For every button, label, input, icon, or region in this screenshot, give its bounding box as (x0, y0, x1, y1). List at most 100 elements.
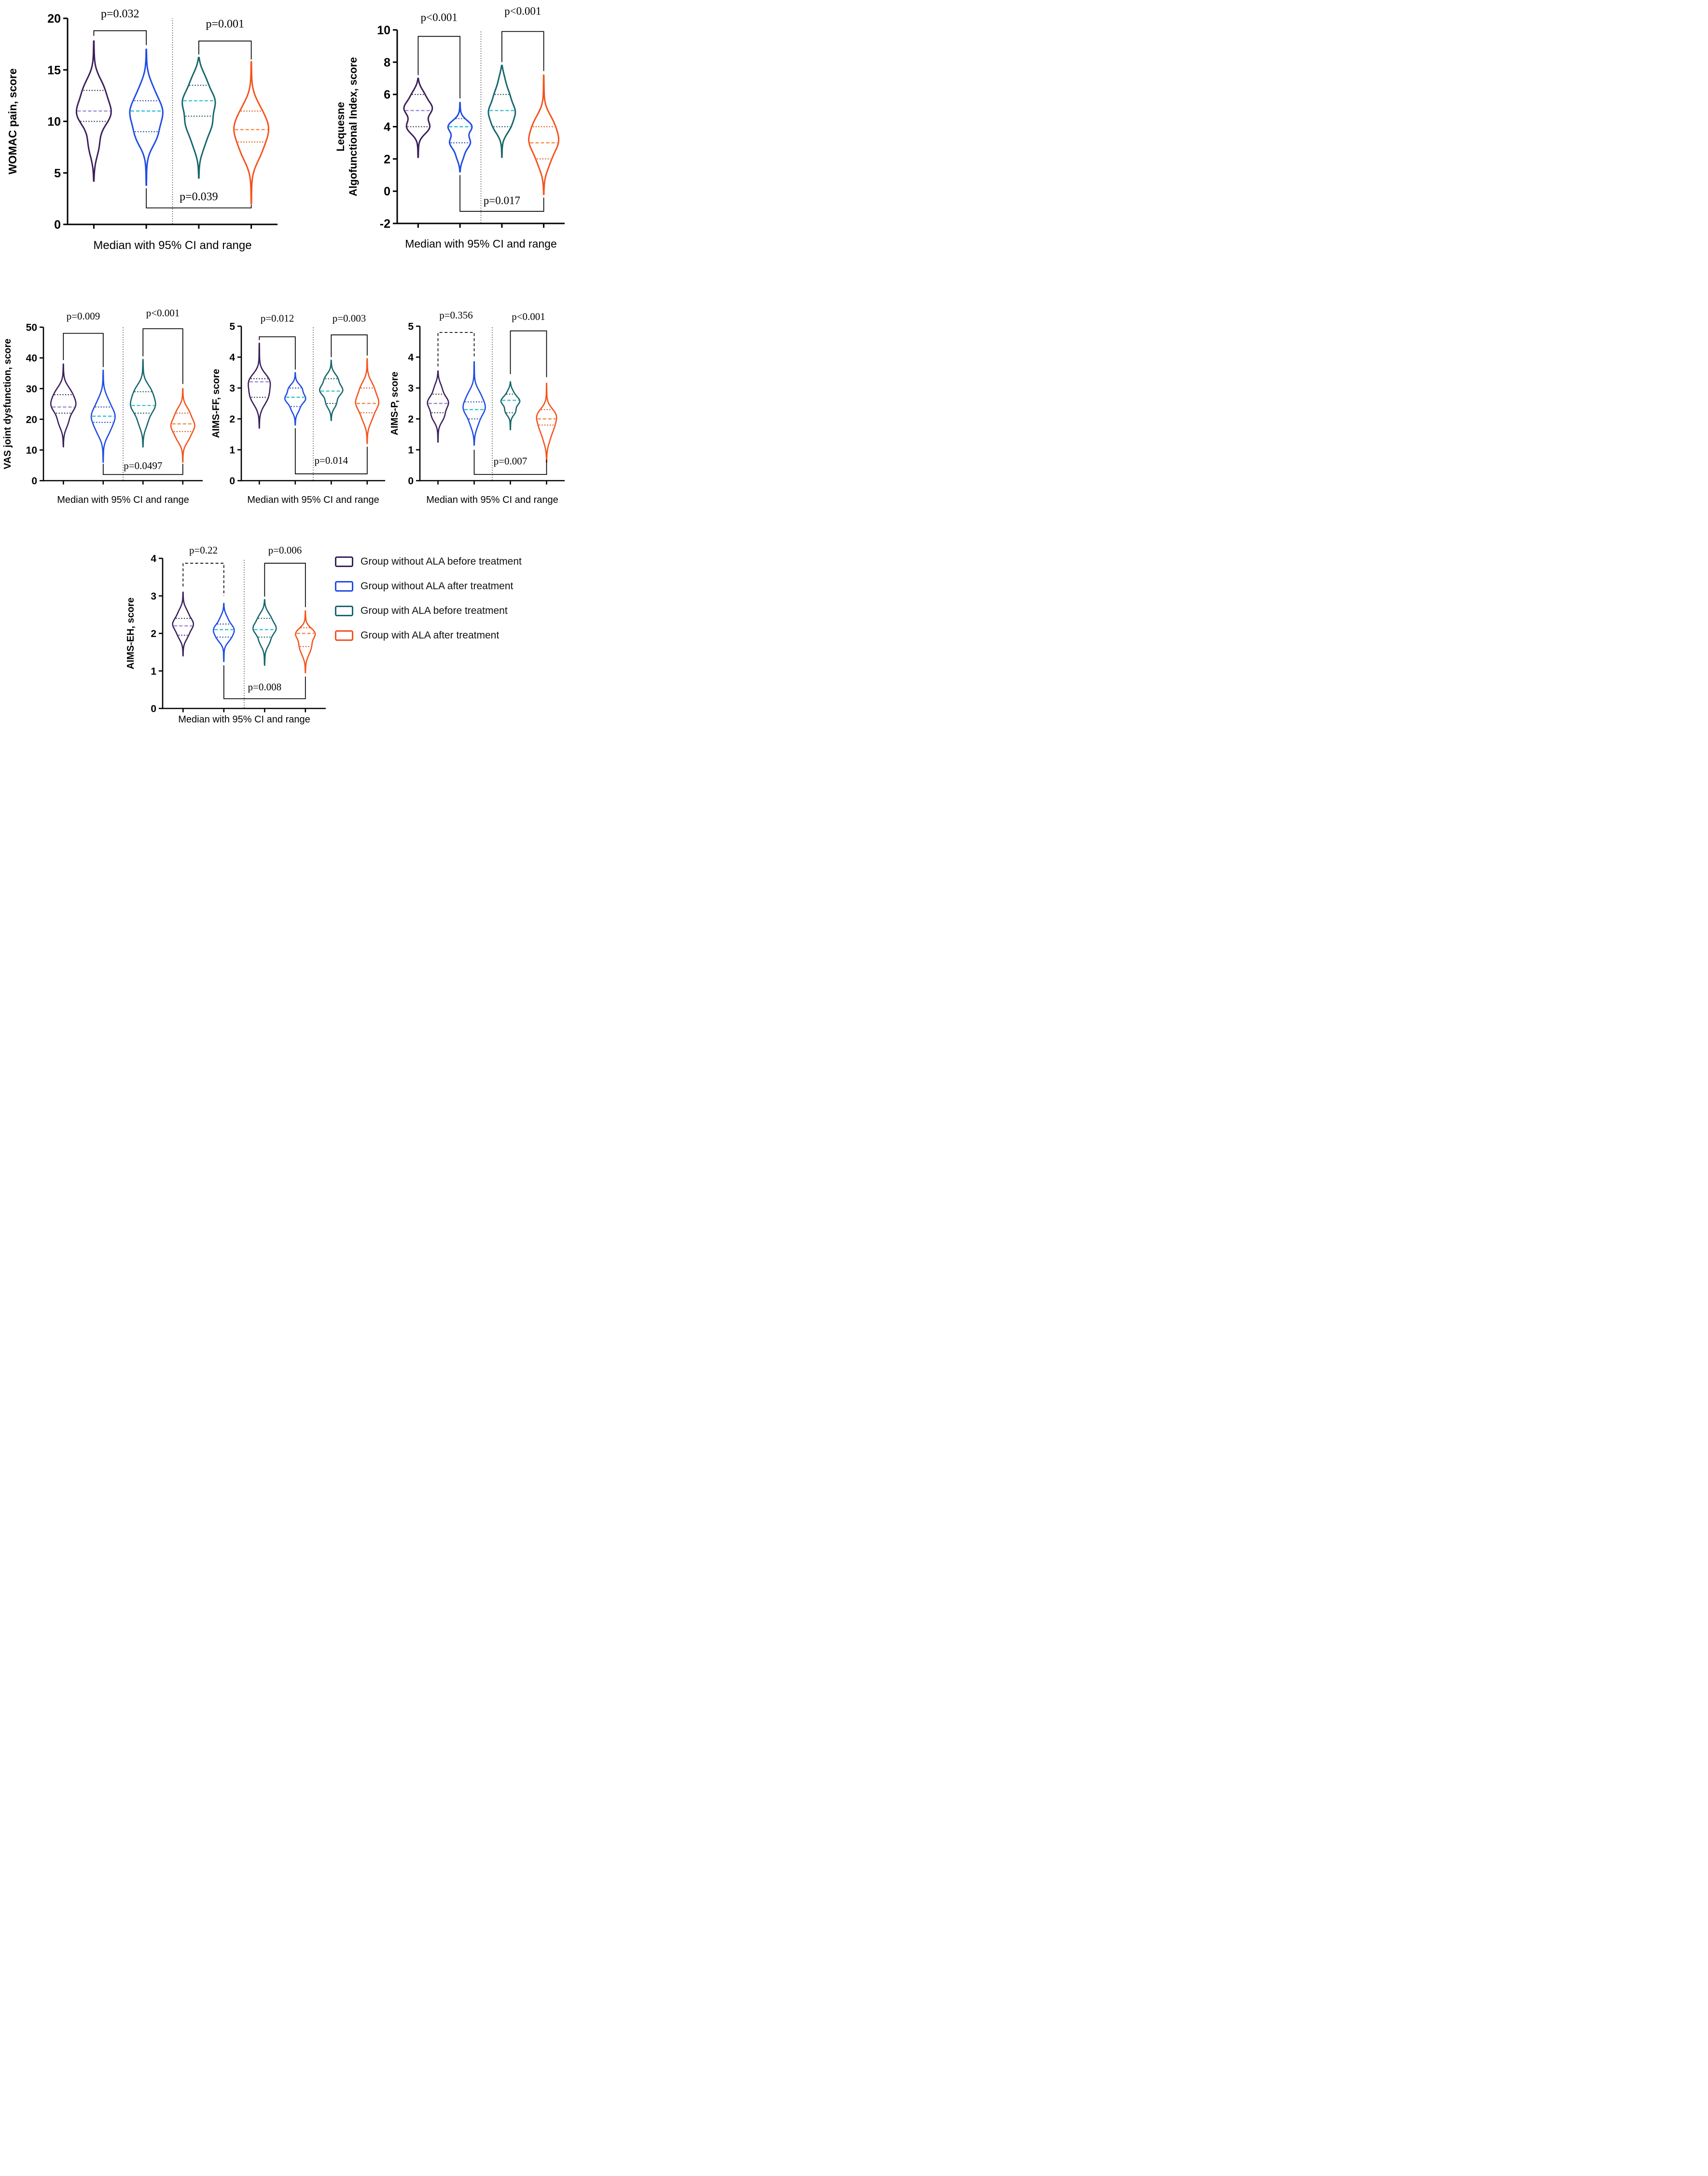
x-axis (67, 223, 278, 229)
violin-with-ala-after (233, 61, 270, 205)
p-value-label: p=0.032 (101, 8, 139, 20)
violin-with-ala-before (319, 360, 344, 421)
x-axis (42, 480, 203, 485)
p-value-label: p=0.039 (180, 191, 218, 203)
y-tick-label: 5 (54, 166, 61, 180)
y-tick-label: 2 (151, 628, 156, 639)
y-tick-label: 40 (26, 353, 37, 364)
y-tick-label: 10 (26, 445, 37, 456)
violin-figure-panel: p=0.032 p=0.001 p=0.039 0 5 10 15 20 Median with… (0, 0, 569, 725)
bottom-significance-bracket (459, 175, 544, 212)
y-tick-label: 5 (229, 321, 235, 333)
x-axis-label: Median with 95% CI and range (405, 237, 557, 250)
x-axis-label: Median with 95% CI and range (57, 495, 189, 505)
y-axis-title: AIMS-EH, score (125, 597, 136, 669)
p-value-label: p=0.007 (494, 456, 528, 467)
bottom-significance-bracket (473, 450, 547, 475)
p-value-label: p=0.014 (315, 455, 348, 466)
significance-bracket (142, 328, 183, 384)
significance-bracket (331, 334, 368, 357)
violin-without-ala-before (427, 370, 449, 443)
y-tick-label: 0 (408, 476, 414, 487)
significance-bracket (63, 333, 104, 367)
y-tick-label: 6 (384, 88, 390, 102)
violin-with-ala-before (487, 65, 516, 158)
aims-p-plot: p=0.356 p<0.001 p=0.007 0 1 2 3 4 5 Median with 9… (390, 309, 565, 505)
x-axis (162, 707, 326, 712)
y-tick-label: 0 (54, 218, 61, 232)
violin-without-ala-after (447, 101, 473, 173)
violin-without-ala-after (129, 48, 164, 186)
y-tick-label: 10 (377, 24, 390, 37)
y-axis-title: VAS joint dysfunction, score (2, 339, 13, 470)
chart-lequesne-index: p<0.001 p<0.001 p=0.017 -2 0 2 4 6 8 10 Median wit… (333, 0, 569, 268)
y-tick-label: 2 (229, 414, 235, 425)
violin-with-ala-before (181, 56, 216, 179)
chart-aims-ff: p=0.012 p=0.003 p=0.014 0 1 2 3 4 5 Median with 9… (211, 288, 390, 510)
significance-bracket (93, 30, 147, 45)
significance-bracket (259, 336, 296, 370)
y-axis-title: AIMS-P, score (390, 372, 400, 435)
significance-bracket (417, 36, 460, 98)
bottom-significance-bracket (102, 464, 183, 475)
y-tick-label: 0 (384, 185, 390, 198)
legend-swatch-without-ala-before (335, 556, 353, 567)
significance-bracket (264, 563, 306, 608)
y-tick-label: 15 (47, 64, 61, 77)
violin-with-ala-before (252, 599, 277, 666)
violin-with-ala-after (170, 388, 195, 463)
violin-with-ala-after (295, 610, 316, 674)
y-tick-label: -2 (380, 217, 390, 231)
x-axis-label: Median with 95% CI and range (178, 714, 310, 725)
y-tick-label: 0 (31, 476, 37, 487)
legend-label: Group without ALA after treatment (361, 581, 514, 592)
violin-with-ala-before (500, 381, 521, 430)
y-axis-title: LequesneAlgofunctional Index, score (334, 57, 359, 196)
p-value-label: p=0.003 (333, 312, 366, 324)
legend: Group without ALA before treatment Group… (335, 556, 522, 641)
lequesne-index-plot: p<0.001 p<0.001 p=0.017 -2 0 2 4 6 8 10 Median wit… (334, 5, 565, 250)
p-value-label: p=0.001 (206, 18, 245, 30)
violin-without-ala-before (75, 40, 112, 182)
p-value-label: p=0.006 (268, 544, 302, 556)
x-axis (240, 480, 385, 485)
bottom-significance-bracket (223, 665, 306, 699)
y-tick-label: 1 (229, 445, 235, 456)
y-axis: -2 0 2 4 6 8 10 (377, 24, 398, 231)
significance-bracket (198, 41, 252, 60)
y-tick-label: 50 (26, 322, 37, 333)
x-axis-label: Median with 95% CI and range (93, 239, 251, 252)
y-tick-label: 4 (384, 121, 390, 134)
x-axis-label: Median with 95% CI and range (426, 495, 558, 505)
legend-item: Group without ALA after treatment (335, 581, 522, 592)
y-tick-label: 4 (408, 352, 414, 363)
y-tick-label: 0 (229, 476, 235, 487)
violin-without-ala-before (248, 342, 271, 429)
p-value-label: p=0.009 (67, 310, 100, 322)
y-axis: 0 5 10 15 20 (47, 12, 69, 232)
y-axis-title: AIMS-FF, score (211, 369, 222, 438)
y-axis: 0 1 2 3 4 5 (408, 321, 421, 487)
y-tick-label: 20 (26, 414, 37, 425)
p-value-label: p=0.017 (484, 194, 520, 207)
y-tick-label: 4 (151, 554, 156, 565)
p-value-label: p<0.001 (504, 5, 541, 17)
x-axis-label: Median with 95% CI and range (247, 495, 379, 505)
violin-with-ala-before (130, 359, 156, 448)
y-tick-label: 3 (151, 591, 156, 602)
violin-without-ala-before (172, 591, 194, 657)
significance-bracket (437, 332, 475, 367)
violin-without-ala-before (403, 77, 433, 158)
violin-with-ala-after (528, 74, 560, 195)
y-tick-label: 2 (408, 414, 414, 425)
legend-swatch-without-ala-after (335, 581, 353, 592)
legend-label: Group with ALA after treatment (361, 630, 500, 641)
y-tick-label: 3 (408, 383, 414, 394)
y-tick-label: 8 (384, 56, 390, 69)
y-tick-label: 1 (408, 445, 414, 456)
p-value-label: p<0.001 (146, 307, 180, 319)
violin-without-ala-after (90, 369, 116, 463)
legend-swatch-with-ala-after (335, 630, 353, 641)
legend-item: Group with ALA after treatment (335, 630, 522, 641)
violin-without-ala-before (50, 363, 77, 448)
